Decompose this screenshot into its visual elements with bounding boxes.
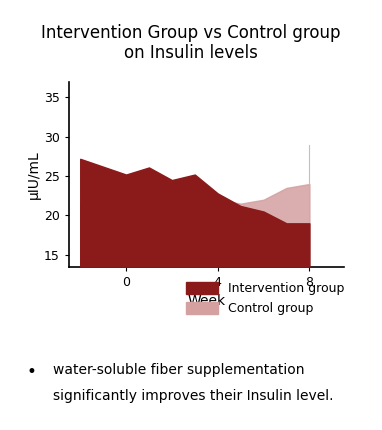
- X-axis label: Week: Week: [187, 294, 225, 308]
- Text: •: •: [27, 363, 37, 381]
- Text: significantly improves their Insulin level.: significantly improves their Insulin lev…: [53, 389, 334, 403]
- Text: Intervention Group vs Control group
on Insulin levels: Intervention Group vs Control group on I…: [41, 24, 341, 62]
- Text: water-soluble fiber supplementation: water-soluble fiber supplementation: [53, 363, 305, 378]
- Y-axis label: μIU/mL: μIU/mL: [27, 150, 41, 199]
- Legend: Intervention group, Control group: Intervention group, Control group: [181, 277, 349, 320]
